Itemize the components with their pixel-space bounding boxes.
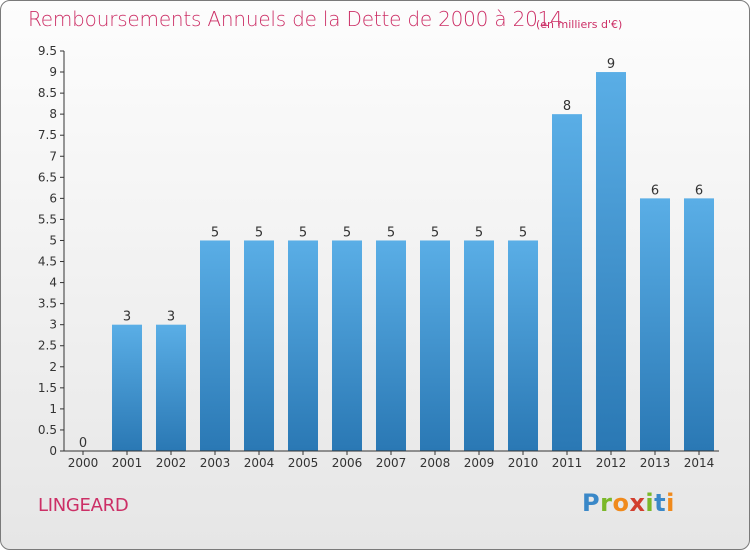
- bar-value-label: 5: [211, 225, 219, 240]
- x-tick-label: 2004: [244, 456, 275, 470]
- y-tick-label: 0: [49, 444, 57, 458]
- chart-unit: (en milliers d'€): [536, 18, 623, 31]
- y-tick-label: 6.5: [38, 170, 57, 184]
- bars-group: [112, 72, 714, 451]
- x-tick-label: 2012: [596, 456, 627, 470]
- y-tick-label: 1: [49, 402, 57, 416]
- x-tick-label: 2005: [288, 456, 319, 470]
- y-tick-label: 4.5: [38, 255, 57, 269]
- y-tick-label: 4: [49, 276, 57, 290]
- x-tick-label: 2001: [112, 456, 143, 470]
- bar-value-label: 5: [255, 225, 263, 240]
- y-tick-label: 5: [49, 233, 57, 247]
- bar-value-label: 5: [519, 225, 527, 240]
- bar-value-label: 3: [123, 310, 131, 325]
- x-tick-label: 2014: [684, 456, 715, 470]
- data-labels-group: 0 3 3 5 5 5 5 5 5 5 5 8 9 6 6: [79, 57, 703, 451]
- y-tick-label: 5.5: [38, 212, 57, 226]
- bar-value-label: 6: [651, 183, 659, 198]
- logo-letter: i: [645, 489, 655, 517]
- bar: [244, 240, 274, 451]
- y-tick-label: 3: [49, 318, 57, 332]
- bar: [420, 240, 450, 451]
- y-tick-label: 8.5: [38, 86, 57, 100]
- chart-title: Remboursements Annuels de la Dette de 20…: [28, 7, 563, 31]
- x-tick-label: 2000: [68, 456, 99, 470]
- y-tick-label: 6: [49, 191, 57, 205]
- bar: [508, 240, 538, 451]
- bar-value-label: 5: [343, 225, 351, 240]
- bar-value-label: 5: [387, 225, 395, 240]
- proxiti-logo: Proxiti: [582, 489, 675, 517]
- bar: [596, 72, 626, 451]
- y-tick-label: 0.5: [38, 423, 57, 437]
- y-tick-label: 9: [49, 65, 57, 79]
- x-tick-label: 2010: [508, 456, 539, 470]
- bar-value-label: 8: [563, 99, 571, 114]
- bar-value-label: 5: [299, 225, 307, 240]
- x-tick-label: 2006: [332, 456, 363, 470]
- x-tick-label: 2009: [464, 456, 495, 470]
- bar: [288, 240, 318, 451]
- logo-letter: x: [629, 489, 646, 517]
- x-tick-label: 2011: [552, 456, 583, 470]
- commune-name: LINGEARD: [38, 495, 129, 516]
- x-tick-label: 2007: [376, 456, 407, 470]
- y-ticks-group: 0 0.5 1 1.5 2 2.5 3 3.5 4 4.5 5 5.5 6 6.5 7 7.5 8 8.5 9 9.5: [38, 44, 64, 458]
- bar: [684, 198, 714, 451]
- bar-value-label: 3: [167, 310, 175, 325]
- logo-letter: P: [582, 489, 601, 517]
- y-tick-label: 9.5: [38, 44, 57, 58]
- bar: [640, 198, 670, 451]
- bar: [156, 324, 186, 451]
- x-tick-label: 2008: [420, 456, 451, 470]
- logo-letter: i: [666, 489, 675, 517]
- logo-letter: t: [654, 489, 667, 517]
- bar-value-label: 5: [475, 225, 483, 240]
- bar-value-label: 0: [79, 436, 87, 451]
- y-tick-label: 8: [49, 107, 57, 121]
- bar: [332, 240, 362, 451]
- bar-value-label: 5: [431, 225, 439, 240]
- y-tick-label: 2.5: [38, 339, 57, 353]
- bar: [376, 240, 406, 451]
- x-tick-label: 2002: [156, 456, 187, 470]
- logo-letter: o: [612, 489, 630, 517]
- y-tick-label: 7.5: [38, 128, 57, 142]
- bar: [112, 324, 142, 451]
- y-tick-label: 7: [49, 149, 57, 163]
- bar: [464, 240, 494, 451]
- y-tick-label: 2: [49, 360, 57, 374]
- x-tick-label: 2013: [640, 456, 671, 470]
- bar: [552, 114, 582, 451]
- bar-value-label: 9: [607, 57, 615, 72]
- y-tick-label: 1.5: [38, 381, 57, 395]
- logo-letter: r: [600, 489, 613, 517]
- bar: [200, 240, 230, 451]
- y-tick-label: 3.5: [38, 297, 57, 311]
- bar-value-label: 6: [695, 183, 703, 198]
- x-tick-label: 2003: [200, 456, 231, 470]
- x-ticks-group: 2000 2001 2002 2003 2004 2005 2006 2007 2008 2009…: [68, 451, 715, 470]
